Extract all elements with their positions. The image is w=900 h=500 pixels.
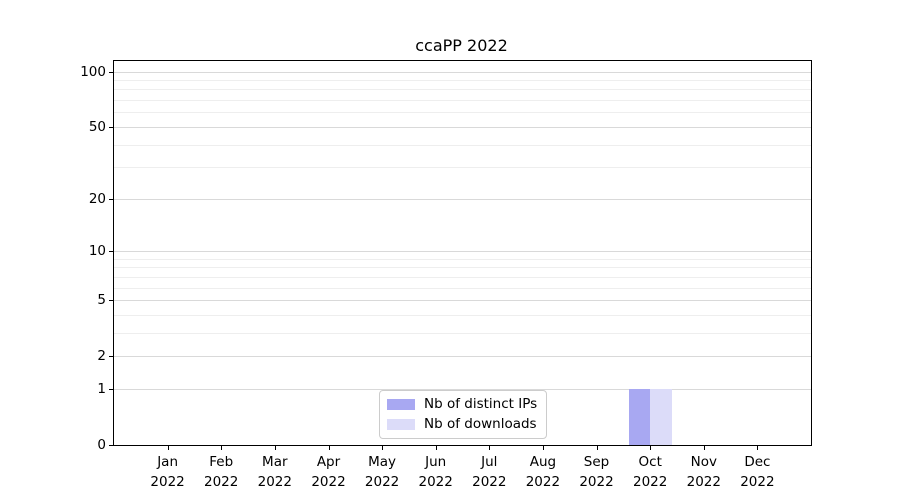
legend-entry-downloads: Nb of downloads	[387, 416, 537, 432]
x-tick-label: Nov 2022	[686, 454, 721, 491]
y-tick-mark	[109, 198, 113, 200]
major-gridline	[114, 300, 811, 301]
bar-oct-distinct-ips	[628, 388, 651, 445]
x-tick-label: Mar 2022	[257, 454, 292, 491]
major-gridline	[114, 388, 811, 390]
plot-area: 0 1 2 5 10 20 50 100 Jan 2022 Feb 2022 Mar 2022 Ap…	[80, 60, 812, 490]
bar-oct-downloads	[650, 388, 672, 445]
x-tick-mark	[703, 446, 705, 450]
minor-gridline	[114, 100, 811, 101]
y-tick-mark	[109, 300, 113, 301]
minor-gridline	[114, 287, 811, 289]
y-tick-mark	[109, 71, 113, 73]
y-tick-label: 1	[97, 380, 106, 397]
x-tick-mark	[596, 446, 598, 450]
x-tick-label: Jun 2022	[418, 454, 453, 491]
x-tick-label: Apr 2022	[311, 454, 346, 491]
y-tick-label: 2	[97, 348, 106, 365]
x-tick-label: Jul 2022	[472, 454, 507, 491]
major-gridline	[114, 126, 811, 128]
minor-gridline	[114, 276, 811, 278]
chart-title: ccaPP 2022	[415, 36, 508, 55]
x-tick-mark	[489, 446, 491, 450]
minor-gridline	[114, 167, 811, 169]
x-tick-mark	[542, 446, 544, 450]
y-tick-mark	[109, 388, 113, 390]
x-tick-mark	[221, 446, 223, 450]
y-tick-mark	[109, 445, 113, 446]
major-gridline	[114, 356, 811, 358]
minor-gridline	[114, 144, 811, 146]
y-tick-label: 50	[88, 118, 106, 135]
y-tick-mark	[109, 250, 113, 252]
y-tick-label: 100	[80, 63, 106, 80]
x-tick-label: Jan 2022	[150, 454, 185, 491]
x-tick-mark	[328, 446, 330, 450]
minor-gridline	[114, 258, 811, 260]
x-tick-mark	[650, 446, 652, 450]
x-tick-mark	[435, 446, 437, 450]
x-tick-label: Dec 2022	[740, 454, 775, 491]
minor-gridline	[114, 89, 811, 91]
minor-gridline	[114, 267, 811, 269]
minor-gridline	[114, 332, 811, 334]
y-tick-label: 5	[97, 292, 106, 308]
y-tick-label: 20	[88, 190, 106, 207]
legend: Nb of distinct IPs Nb of downloads	[379, 390, 548, 439]
y-tick-label: 10	[88, 242, 106, 259]
y-tick-mark	[109, 356, 113, 358]
minor-gridline	[114, 112, 811, 114]
legend-swatch-distinct-ips	[387, 398, 415, 410]
x-tick-label: Feb 2022	[204, 454, 239, 491]
major-gridline	[114, 198, 811, 200]
x-tick-label: Oct 2022	[633, 454, 668, 491]
legend-entry-distinct-ips: Nb of distinct IPs	[387, 396, 537, 412]
major-gridline	[114, 71, 811, 73]
x-tick-label: Aug 2022	[525, 454, 561, 491]
x-tick-label: Sep 2022	[579, 454, 614, 491]
x-tick-label: May 2022	[364, 454, 400, 491]
legend-label-distinct-ips: Nb of distinct IPs	[424, 396, 538, 412]
minor-gridline	[114, 79, 811, 81]
x-tick-mark	[382, 446, 384, 450]
x-tick-mark	[167, 446, 169, 450]
legend-label-downloads: Nb of downloads	[424, 416, 537, 432]
minor-gridline	[114, 314, 811, 316]
y-tick-mark	[109, 126, 113, 128]
legend-swatch-downloads	[387, 418, 415, 430]
x-tick-mark	[274, 446, 276, 450]
x-tick-mark	[757, 446, 759, 450]
y-tick-label: 0	[97, 437, 106, 453]
major-gridline	[114, 250, 811, 252]
